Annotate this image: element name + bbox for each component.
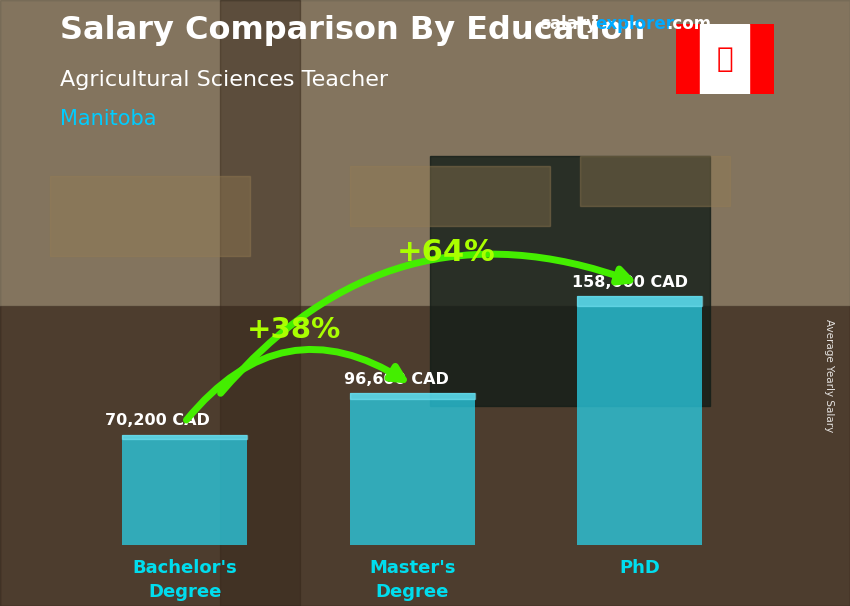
Bar — [220, 0, 300, 606]
Bar — [122, 435, 247, 439]
Bar — [349, 393, 475, 399]
Text: 96,600 CAD: 96,600 CAD — [344, 372, 449, 387]
Bar — [676, 24, 700, 94]
Text: salary: salary — [540, 15, 597, 33]
Bar — [430, 156, 710, 406]
Bar — [700, 24, 749, 94]
Text: .com: .com — [666, 15, 711, 33]
Bar — [50, 176, 250, 256]
Bar — [749, 24, 774, 94]
Text: +38%: +38% — [246, 316, 341, 344]
Bar — [580, 156, 730, 206]
Bar — [577, 296, 702, 307]
Text: +64%: +64% — [397, 238, 496, 267]
Bar — [122, 435, 247, 545]
Text: Salary Comparison By Education: Salary Comparison By Education — [60, 15, 645, 46]
Bar — [349, 393, 475, 545]
Text: Manitoba: Manitoba — [60, 109, 156, 129]
Bar — [0, 306, 850, 606]
FancyArrowPatch shape — [186, 350, 404, 420]
Text: 158,000 CAD: 158,000 CAD — [571, 275, 688, 290]
Text: 🍁: 🍁 — [717, 45, 733, 73]
Bar — [577, 296, 702, 545]
FancyArrowPatch shape — [221, 254, 630, 393]
Text: Agricultural Sciences Teacher: Agricultural Sciences Teacher — [60, 70, 388, 90]
Text: 70,200 CAD: 70,200 CAD — [105, 413, 210, 428]
Text: explorer: explorer — [595, 15, 674, 33]
Bar — [0, 0, 850, 306]
Text: Average Yearly Salary: Average Yearly Salary — [824, 319, 834, 432]
Bar — [350, 166, 550, 226]
